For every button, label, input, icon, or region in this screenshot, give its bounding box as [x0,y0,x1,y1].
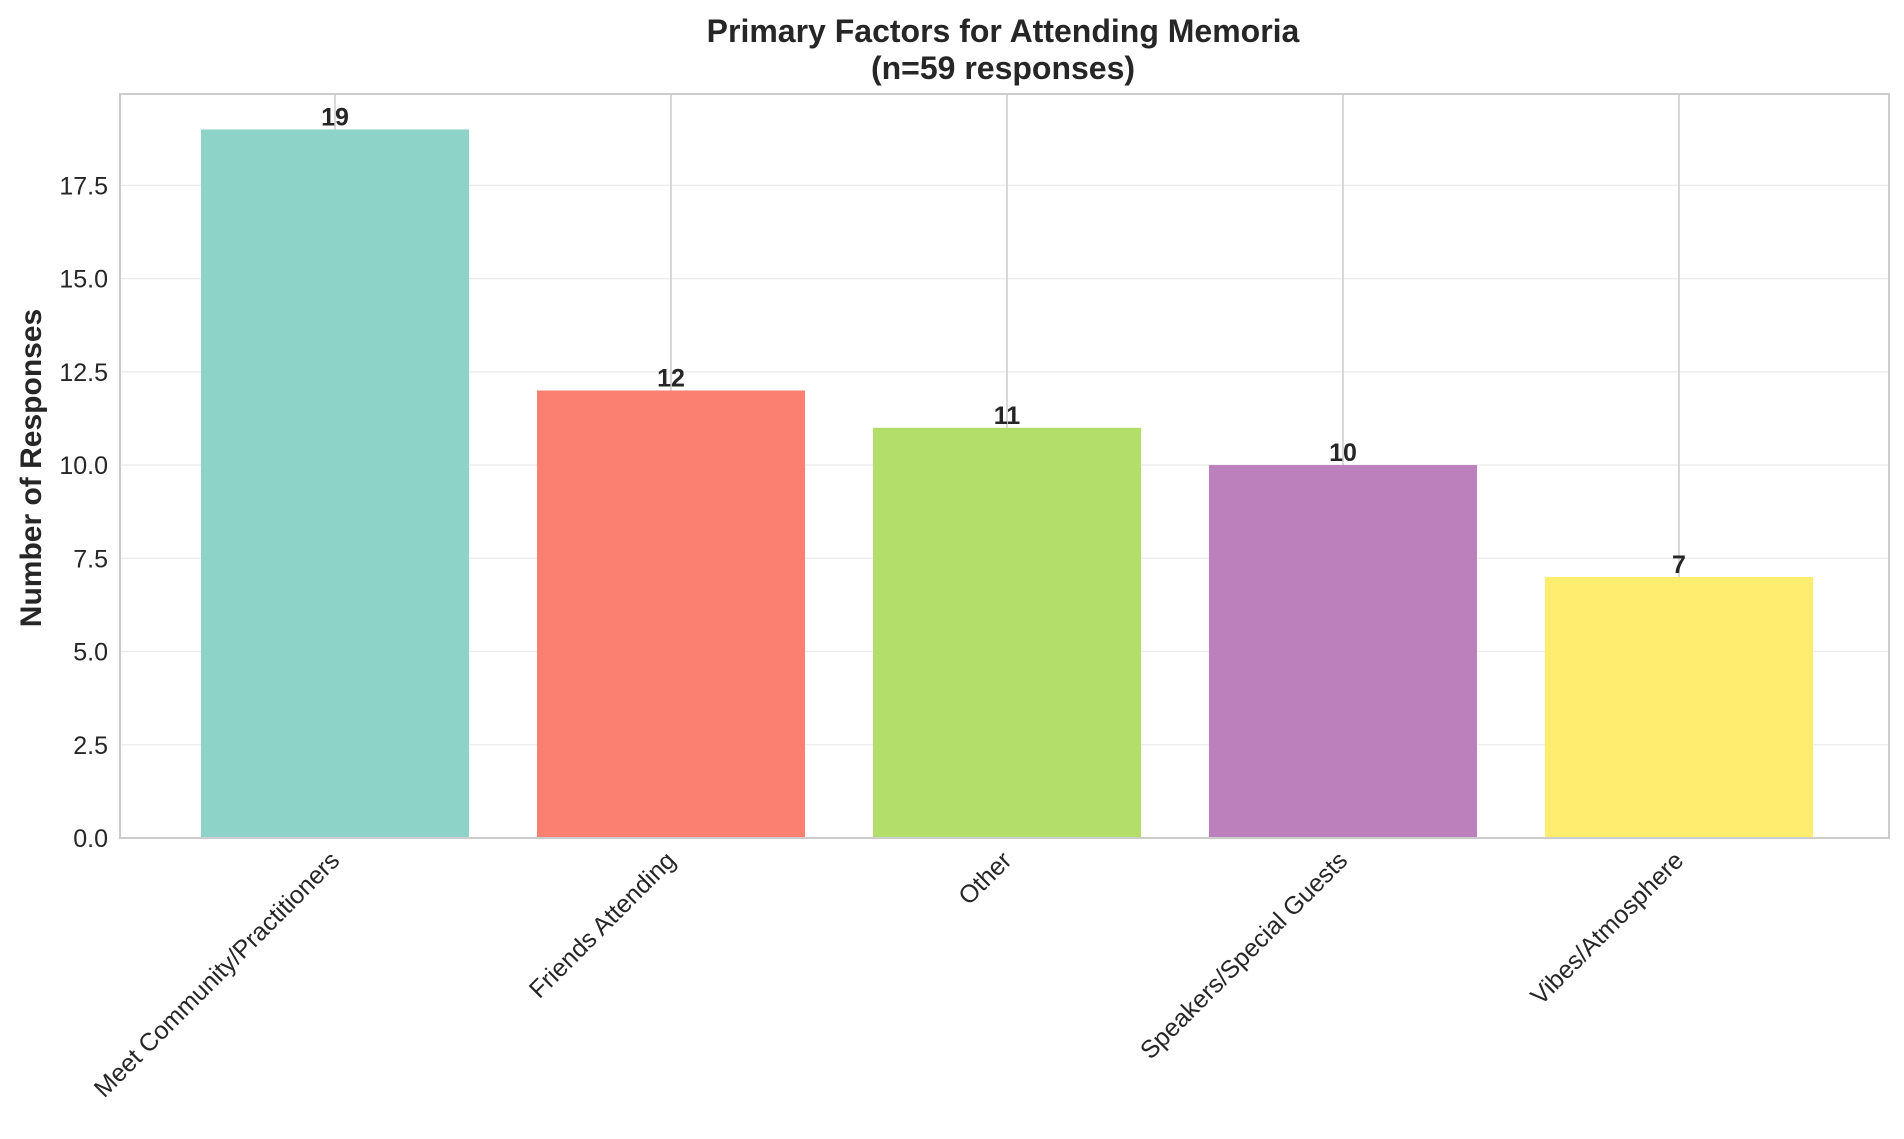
bar-value-label: 7 [1672,551,1686,579]
bar [201,129,469,838]
y-axis-ticks: 0.0 2.5 5.0 7.5 10.0 12.5 15.0 17.5 [59,172,108,853]
chart-title-line-1: Primary Factors for Attending Memoria [707,13,1300,49]
bar-value-label: 10 [1329,439,1357,467]
x-axis-ticks: Meet Community/Practitioners Friends Atte… [89,846,1690,1103]
bar [873,427,1141,838]
x-tick-label: Speakers/Special Guests [1135,846,1353,1064]
x-tick-label: Other [953,846,1017,910]
y-tick-label: 0.0 [73,825,108,853]
bar-value-label: 19 [321,103,349,131]
x-tick-label: Meet Community/Practitioners [89,846,346,1103]
y-tick-label: 15.0 [59,266,108,294]
chart-title-line-2: (n=59 responses) [871,50,1135,86]
y-tick-label: 10.0 [59,452,108,480]
plot-frame [119,93,1890,839]
data-labels: 19 12 11 10 7 [321,103,1686,579]
y-tick-label: 2.5 [73,732,108,760]
y-tick-label: 7.5 [73,545,108,573]
y-tick-label: 5.0 [73,639,108,667]
bar [537,390,805,838]
bar [1209,465,1477,838]
y-tick-label: 17.5 [59,172,108,200]
bar-value-label: 11 [994,402,1021,430]
bar-value-label: 12 [657,364,685,392]
bar [1545,576,1813,838]
x-tick-label: Friends Attending [524,846,681,1003]
y-axis-label: Number of Responses [15,309,48,627]
bars [201,129,1813,838]
y-tick-label: 12.5 [59,359,108,387]
x-tick-label: Vibes/Atmosphere [1525,846,1689,1010]
